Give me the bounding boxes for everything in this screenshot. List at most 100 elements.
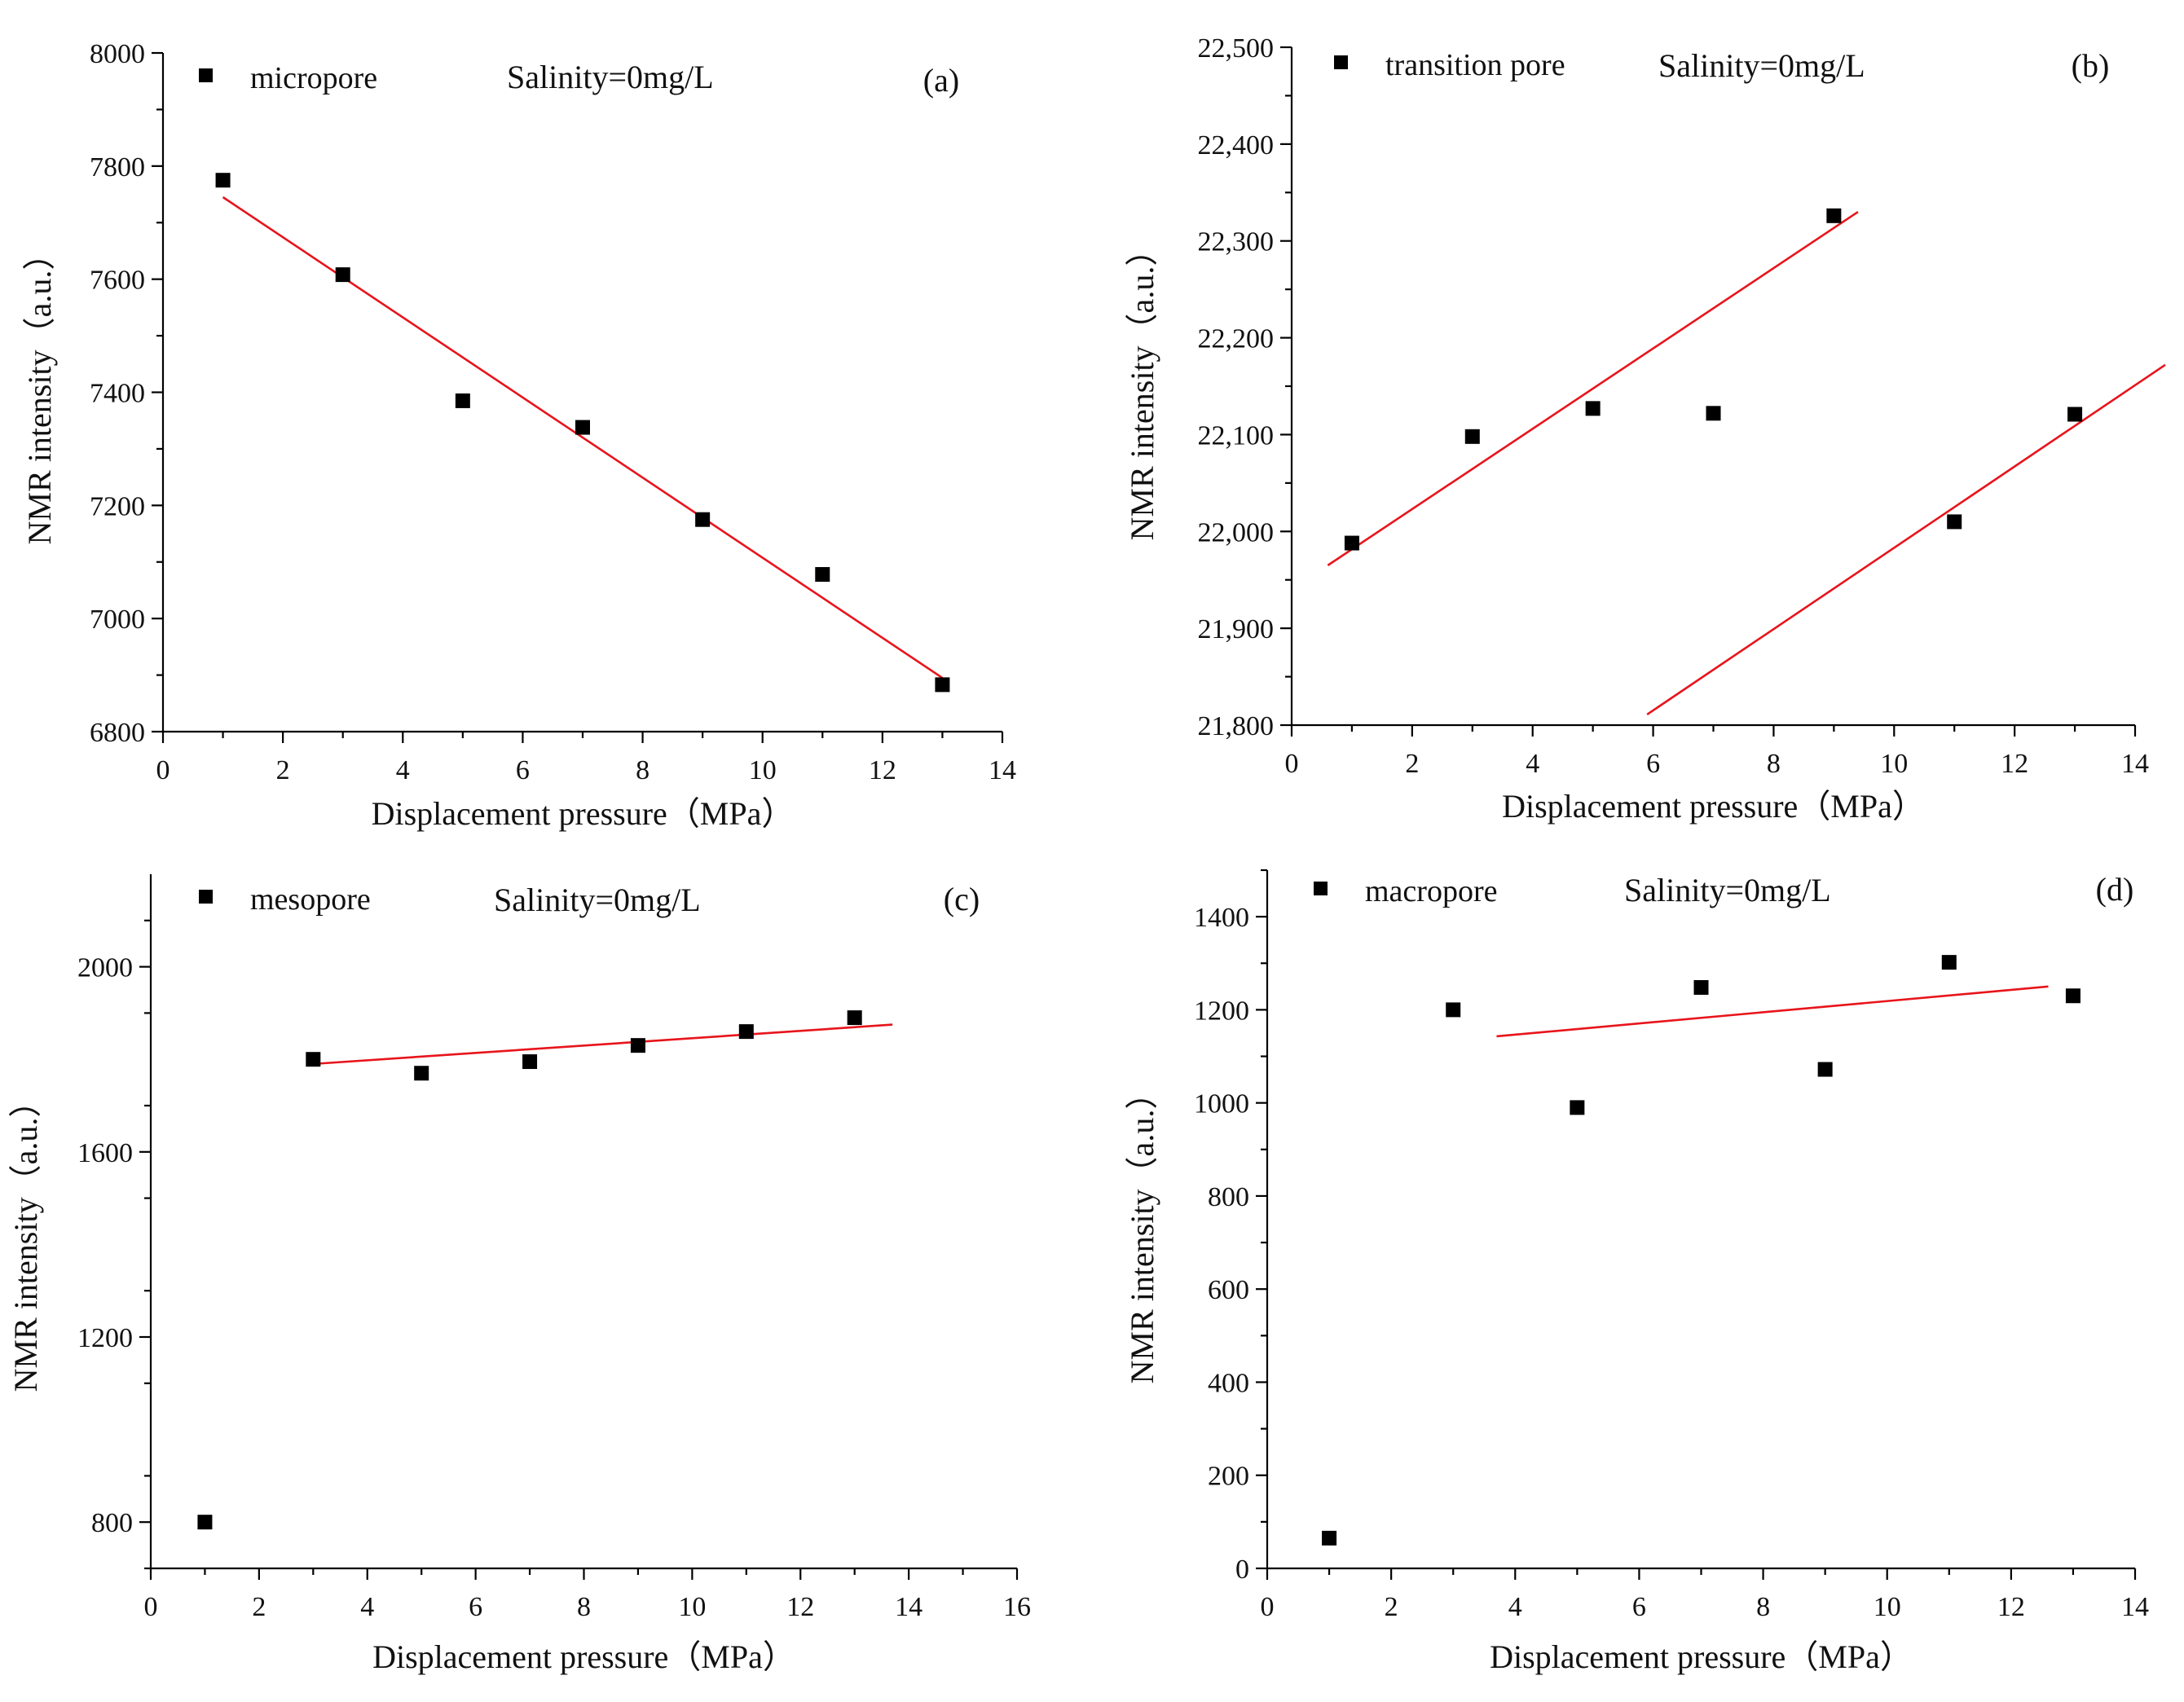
data-point bbox=[1570, 1100, 1585, 1115]
x-tick-label: 2 bbox=[1385, 1592, 1398, 1622]
x-tick-label: 2 bbox=[252, 1592, 266, 1622]
x-tick-label: 6 bbox=[516, 755, 530, 785]
y-tick-label: 21,800 bbox=[1198, 711, 1275, 741]
y-tick-label: 1600 bbox=[77, 1138, 133, 1168]
x-tick-label: 0 bbox=[144, 1592, 158, 1622]
x-tick-label: 14 bbox=[2121, 749, 2149, 779]
data-point bbox=[815, 567, 830, 583]
x-tick-label: 0 bbox=[156, 755, 170, 785]
data-point bbox=[1817, 1062, 1833, 1077]
x-tick-label: 4 bbox=[1508, 1592, 1522, 1622]
x-tick-label: 12 bbox=[1997, 1592, 2025, 1622]
data-point bbox=[1464, 429, 1480, 444]
y-tick-label: 400 bbox=[1208, 1368, 1249, 1398]
x-tick-label: 12 bbox=[869, 755, 896, 785]
fit-line bbox=[222, 196, 944, 679]
y-tick-label: 1200 bbox=[77, 1323, 133, 1353]
legend-label: micropore bbox=[250, 61, 377, 95]
data-point bbox=[1693, 979, 1709, 995]
y-tick-label: 7000 bbox=[90, 605, 145, 635]
data-point bbox=[1947, 514, 1962, 530]
legend-label: macropore bbox=[1365, 874, 1497, 908]
legend-marker bbox=[199, 890, 213, 904]
data-point bbox=[847, 1010, 862, 1026]
y-tick-label: 21,900 bbox=[1198, 614, 1275, 644]
x-tick-label: 12 bbox=[2001, 749, 2028, 779]
data-point bbox=[1585, 401, 1601, 416]
legend-label: transition pore bbox=[1385, 48, 1565, 82]
data-point bbox=[935, 677, 950, 693]
x-tick-label: 16 bbox=[1003, 1592, 1031, 1622]
y-tick-label: 0 bbox=[1235, 1555, 1249, 1585]
data-point bbox=[455, 393, 470, 408]
y-tick-label: 22,300 bbox=[1198, 227, 1275, 257]
panel-b: 0 2 4 6 8 10 12 14 21,800 21,900 22,000 22,100 22,20… bbox=[1124, 33, 2166, 825]
y-tick-label: 22,100 bbox=[1198, 420, 1275, 451]
data-point bbox=[414, 1066, 429, 1081]
data-point bbox=[630, 1038, 645, 1053]
fit-line bbox=[1646, 363, 2166, 716]
data-point bbox=[197, 1515, 213, 1530]
x-tick-label: 12 bbox=[786, 1592, 814, 1622]
x-tick-label: 8 bbox=[1767, 749, 1781, 779]
y-tick-label: 22,400 bbox=[1198, 130, 1275, 161]
panel-c: 0 2 4 6 8 10 12 14 16 800 1200 1600 2000 Displacement… bbox=[7, 874, 1031, 1675]
data-point bbox=[575, 420, 590, 435]
x-tick-label: 10 bbox=[678, 1592, 706, 1622]
x-tick-label: 10 bbox=[1874, 1592, 1901, 1622]
fit-line bbox=[1327, 210, 1859, 566]
x-tick-label: 14 bbox=[989, 755, 1016, 785]
panel-a: 0 2 4 6 8 10 12 14 6800 7000 7200 7400 7600 7800 8000 D… bbox=[21, 39, 1016, 832]
x-tick-label: 14 bbox=[2121, 1592, 2149, 1622]
x-tick-label: 4 bbox=[396, 755, 410, 785]
legend-marker bbox=[1334, 55, 1348, 69]
legend-label: mesopore bbox=[250, 882, 371, 917]
data-point bbox=[215, 173, 231, 188]
y-tick-label: 800 bbox=[91, 1508, 133, 1538]
x-tick-label: 8 bbox=[1756, 1592, 1770, 1622]
y-tick-label: 22,500 bbox=[1198, 33, 1275, 64]
x-axis-title: Displacement pressure（MPa） bbox=[1490, 1638, 1913, 1675]
y-tick-label: 7400 bbox=[90, 379, 145, 409]
x-tick-label: 8 bbox=[636, 755, 649, 785]
y-tick-label: 1200 bbox=[1194, 996, 1249, 1026]
fit-line bbox=[313, 1023, 893, 1066]
x-tick-label: 10 bbox=[1880, 749, 1908, 779]
y-axis-title: NMR intensity（a.u.） bbox=[7, 1085, 44, 1392]
salinity-annotation: Salinity=0mg/L bbox=[494, 882, 701, 918]
y-tick-label: 7800 bbox=[90, 152, 145, 183]
x-tick-label: 6 bbox=[1646, 749, 1660, 779]
y-tick-label: 1000 bbox=[1194, 1089, 1249, 1119]
salinity-annotation: Salinity=0mg/L bbox=[507, 59, 714, 95]
panel-d: 0 2 4 6 8 10 12 14 0 200 400 600 800 1000 1200 1400 Disp… bbox=[1124, 869, 2149, 1675]
y-tick-label: 8000 bbox=[90, 39, 145, 69]
data-point bbox=[2065, 988, 2081, 1004]
x-tick-label: 4 bbox=[360, 1592, 374, 1622]
x-tick-label: 0 bbox=[1285, 749, 1299, 779]
y-tick-label: 200 bbox=[1208, 1462, 1249, 1492]
x-tick-label: 2 bbox=[1405, 749, 1419, 779]
data-point bbox=[738, 1024, 754, 1040]
panel-label: (c) bbox=[944, 881, 980, 917]
y-tick-label: 1400 bbox=[1194, 903, 1249, 933]
x-tick-label: 14 bbox=[895, 1592, 922, 1622]
x-axis-title: Displacement pressure（MPa） bbox=[1502, 788, 1925, 825]
y-axis-title: NMR intensity（a.u.） bbox=[1124, 1077, 1160, 1384]
y-tick-label: 7200 bbox=[90, 491, 145, 521]
panel-label: (d) bbox=[2096, 871, 2134, 908]
data-point bbox=[2067, 407, 2083, 422]
data-point bbox=[306, 1052, 321, 1067]
y-tick-label: 7600 bbox=[90, 266, 145, 296]
y-tick-label: 6800 bbox=[90, 718, 145, 748]
y-tick-label: 800 bbox=[1208, 1182, 1249, 1212]
legend-marker bbox=[1314, 882, 1328, 895]
x-tick-label: 2 bbox=[276, 755, 290, 785]
x-tick-label: 6 bbox=[469, 1592, 482, 1622]
x-tick-label: 4 bbox=[1526, 749, 1539, 779]
y-tick-label: 2000 bbox=[77, 953, 133, 983]
y-tick-label: 22,200 bbox=[1198, 324, 1275, 354]
y-tick-label: 600 bbox=[1208, 1275, 1249, 1305]
x-tick-label: 10 bbox=[749, 755, 777, 785]
data-point bbox=[1344, 535, 1359, 551]
